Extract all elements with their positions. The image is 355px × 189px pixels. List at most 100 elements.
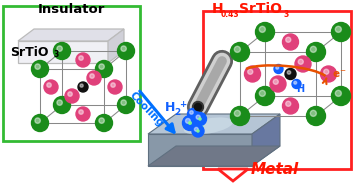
Circle shape: [276, 66, 279, 69]
Text: 3: 3: [54, 50, 59, 59]
Polygon shape: [218, 169, 248, 181]
Text: SrTiO: SrTiO: [239, 2, 282, 16]
Circle shape: [335, 90, 342, 96]
Circle shape: [32, 115, 49, 132]
Circle shape: [95, 60, 113, 77]
Circle shape: [121, 46, 126, 51]
Circle shape: [182, 115, 197, 130]
Circle shape: [335, 26, 342, 32]
Circle shape: [283, 98, 299, 114]
Circle shape: [79, 110, 83, 114]
Circle shape: [68, 92, 72, 96]
Polygon shape: [18, 29, 124, 41]
Circle shape: [306, 106, 326, 125]
Circle shape: [54, 97, 71, 114]
Circle shape: [99, 118, 104, 123]
Circle shape: [95, 115, 113, 132]
Circle shape: [76, 107, 90, 121]
Text: Cooling: Cooling: [127, 90, 165, 128]
Circle shape: [192, 101, 203, 112]
Ellipse shape: [184, 117, 233, 135]
FancyBboxPatch shape: [3, 6, 140, 141]
Text: e$^{-}$: e$^{-}$: [332, 68, 346, 80]
Circle shape: [54, 43, 71, 60]
Polygon shape: [108, 29, 124, 63]
Circle shape: [332, 22, 350, 42]
Circle shape: [199, 118, 201, 120]
Circle shape: [273, 79, 278, 84]
FancyBboxPatch shape: [203, 11, 351, 169]
Text: 3: 3: [284, 10, 289, 19]
Text: SrTiO: SrTiO: [10, 46, 49, 59]
Circle shape: [44, 80, 58, 94]
Circle shape: [76, 53, 90, 67]
Circle shape: [256, 22, 274, 42]
Text: H: H: [296, 84, 305, 94]
Circle shape: [295, 56, 311, 72]
Circle shape: [332, 87, 350, 105]
Circle shape: [310, 110, 316, 116]
Polygon shape: [148, 114, 280, 134]
Circle shape: [35, 64, 40, 69]
Circle shape: [292, 80, 301, 88]
Circle shape: [287, 71, 291, 74]
Circle shape: [79, 56, 83, 60]
Circle shape: [32, 60, 49, 77]
Circle shape: [286, 37, 291, 42]
Circle shape: [121, 100, 126, 105]
Text: H: H: [212, 2, 224, 16]
Circle shape: [310, 46, 316, 52]
Circle shape: [35, 118, 40, 123]
Circle shape: [47, 83, 51, 87]
Circle shape: [196, 115, 200, 119]
Circle shape: [118, 97, 135, 114]
Circle shape: [294, 81, 297, 84]
Circle shape: [324, 69, 329, 74]
Polygon shape: [148, 146, 280, 166]
Circle shape: [87, 71, 101, 85]
Circle shape: [285, 68, 296, 80]
Circle shape: [190, 111, 193, 114]
Circle shape: [283, 34, 299, 50]
Circle shape: [99, 64, 104, 69]
Polygon shape: [18, 41, 108, 63]
Circle shape: [234, 110, 240, 116]
Text: 0.43: 0.43: [221, 10, 240, 19]
Circle shape: [90, 74, 94, 78]
Circle shape: [118, 43, 135, 60]
Circle shape: [80, 84, 83, 87]
Text: Insulator: Insulator: [37, 3, 105, 16]
Circle shape: [234, 46, 240, 52]
Circle shape: [195, 104, 202, 111]
Circle shape: [256, 87, 274, 105]
Circle shape: [57, 100, 62, 105]
Circle shape: [187, 108, 198, 119]
Text: $\mathbf{H_2^{\ +}}$: $\mathbf{H_2^{\ +}}$: [164, 100, 188, 118]
Circle shape: [259, 90, 266, 96]
Circle shape: [306, 43, 326, 61]
Circle shape: [270, 76, 286, 92]
Polygon shape: [148, 134, 252, 166]
Circle shape: [286, 101, 291, 106]
Circle shape: [245, 66, 261, 82]
Circle shape: [248, 69, 253, 74]
Circle shape: [298, 59, 303, 64]
Circle shape: [274, 64, 283, 74]
Text: Metal: Metal: [251, 162, 299, 177]
Circle shape: [65, 89, 79, 103]
Circle shape: [259, 26, 266, 32]
Circle shape: [230, 106, 250, 125]
Polygon shape: [252, 114, 280, 166]
Circle shape: [189, 122, 191, 124]
Circle shape: [186, 119, 190, 123]
Circle shape: [195, 127, 198, 131]
Circle shape: [57, 46, 62, 51]
Circle shape: [111, 83, 115, 87]
Circle shape: [108, 80, 122, 94]
Circle shape: [192, 125, 204, 137]
Circle shape: [193, 112, 207, 125]
Circle shape: [230, 43, 250, 61]
Circle shape: [78, 82, 88, 92]
Circle shape: [321, 66, 337, 82]
Circle shape: [197, 130, 199, 132]
